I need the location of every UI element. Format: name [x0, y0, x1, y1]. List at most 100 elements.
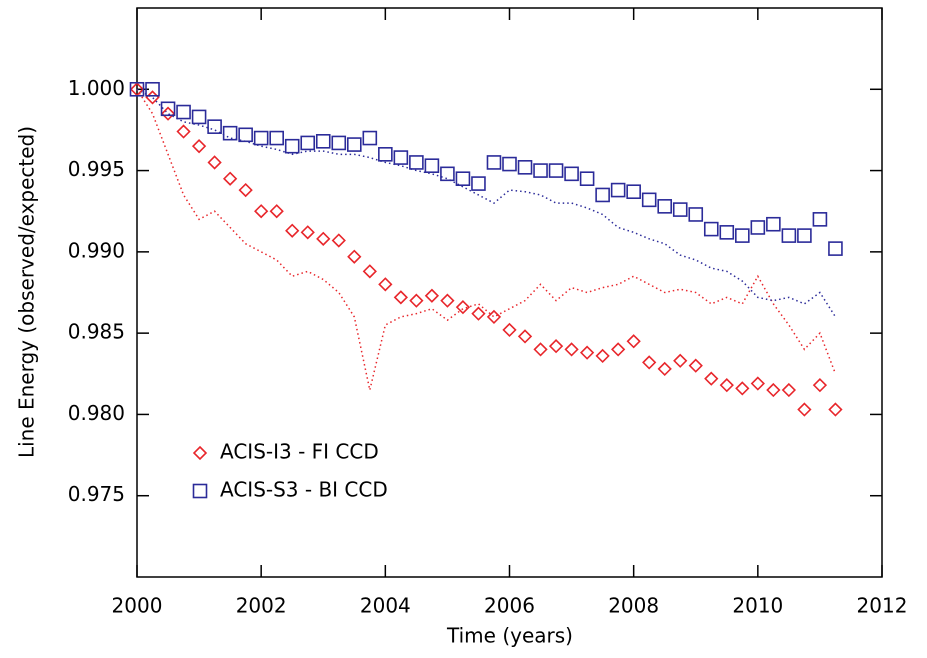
point	[548, 339, 564, 354]
point	[455, 300, 471, 315]
point	[207, 155, 222, 170]
point	[828, 402, 843, 417]
point	[455, 171, 471, 186]
point	[284, 138, 300, 154]
legend-label: ACIS-I3 - FI CCD	[220, 440, 379, 464]
point	[362, 130, 378, 146]
point	[191, 109, 207, 125]
point	[502, 322, 517, 338]
point	[595, 348, 610, 364]
point	[611, 342, 626, 357]
point	[533, 342, 548, 357]
point	[735, 381, 750, 396]
point	[471, 306, 486, 321]
point	[626, 334, 641, 349]
point	[517, 160, 533, 175]
x-tick-label: 2004	[360, 594, 411, 618]
point	[300, 135, 316, 151]
legend-marker	[192, 445, 208, 461]
point	[688, 207, 704, 222]
point	[672, 202, 688, 217]
x-tick-label: 2002	[236, 594, 287, 618]
point	[424, 288, 440, 303]
point	[750, 220, 766, 235]
point	[362, 264, 377, 279]
point	[253, 130, 269, 146]
point	[486, 309, 502, 325]
point	[440, 166, 455, 182]
point	[346, 137, 362, 152]
point	[812, 378, 828, 393]
point	[300, 225, 315, 240]
point	[688, 358, 703, 373]
point	[595, 187, 610, 203]
point	[269, 130, 284, 146]
y-tick-label: 1.000	[68, 76, 125, 100]
point	[331, 233, 346, 248]
point	[781, 228, 797, 243]
legend-label: ACIS-S3 - BI CCD	[220, 478, 388, 502]
point	[750, 376, 765, 391]
point	[766, 382, 781, 398]
point	[548, 163, 564, 178]
x-tick-label: 2008	[608, 594, 659, 618]
point	[735, 228, 750, 243]
point	[533, 163, 548, 178]
point	[409, 155, 424, 170]
x-tick-label: 2000	[112, 594, 163, 618]
y-tick-label: 0.995	[68, 157, 125, 181]
point	[579, 171, 595, 186]
point	[285, 223, 300, 238]
x-tick-label: 2010	[732, 594, 783, 618]
point	[129, 81, 145, 97]
point	[719, 225, 735, 240]
point	[703, 221, 719, 237]
point	[812, 212, 828, 227]
y-tick-label: 0.985	[68, 320, 125, 344]
point	[502, 156, 517, 172]
point	[517, 329, 533, 344]
x-axis-label: Time (years)	[446, 624, 573, 648]
point	[797, 402, 812, 417]
dotted-line	[136, 88, 837, 391]
point	[486, 155, 502, 170]
point	[440, 293, 455, 308]
point	[610, 182, 626, 198]
point	[222, 171, 238, 186]
point	[316, 231, 331, 246]
point	[378, 277, 393, 292]
point	[797, 228, 812, 243]
point	[673, 353, 688, 368]
point	[719, 378, 734, 393]
point	[378, 147, 393, 162]
point	[222, 125, 238, 141]
point	[564, 342, 579, 357]
point	[347, 249, 362, 264]
point	[828, 241, 843, 256]
point	[254, 204, 269, 219]
point	[315, 134, 331, 149]
point	[331, 135, 347, 151]
point	[176, 104, 191, 120]
point	[160, 106, 176, 121]
point	[238, 182, 253, 198]
y-axis-label: Line Energy (observed/expected)	[15, 126, 39, 458]
point	[424, 158, 440, 173]
point	[160, 101, 176, 117]
point	[781, 382, 797, 398]
y-tick-label: 0.980	[68, 401, 125, 425]
point	[238, 127, 253, 143]
point	[641, 192, 657, 208]
point	[176, 124, 191, 139]
point	[207, 119, 222, 134]
point	[145, 81, 160, 97]
point	[579, 345, 595, 360]
point	[409, 293, 424, 308]
point	[564, 166, 579, 182]
point	[393, 150, 409, 165]
y-tick-label: 0.975	[68, 482, 125, 506]
y-tick-label: 0.990	[68, 238, 125, 262]
point	[191, 139, 207, 154]
point	[471, 176, 486, 191]
